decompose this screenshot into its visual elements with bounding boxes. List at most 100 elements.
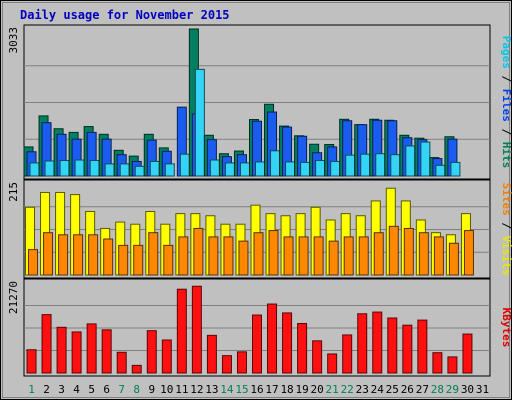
bar-kbytes-day-22: [342, 334, 353, 374]
bar-kbytes-day-16: [252, 314, 262, 374]
legend-part: /: [500, 69, 512, 89]
bar-pages-day-2: [44, 160, 55, 177]
bar-pages-day-12: [194, 68, 205, 177]
bar-sites-day-25: [388, 225, 399, 276]
x-tick-label: 3: [58, 383, 65, 396]
x-tick-label: 4: [73, 383, 80, 396]
x-tick-label: 7: [118, 383, 125, 396]
bar-kbytes-day-11: [176, 288, 187, 374]
bar-kbytes-day-26: [402, 324, 413, 374]
bar-sites-day-6: [103, 238, 114, 276]
bar-sites-day-30: [463, 230, 474, 276]
bar-pages-day-6: [104, 163, 115, 177]
x-tick-label: 22: [341, 383, 354, 396]
x-tick-label: 12: [190, 383, 203, 396]
x-tick-label: 31: [476, 383, 489, 396]
bar-pages-day-7: [119, 163, 130, 177]
bar-kbytes-day-1: [26, 349, 37, 374]
bar-pages-day-14: [224, 162, 235, 177]
x-tick-label: 30: [461, 383, 474, 396]
bar-kbytes-day-18: [282, 312, 293, 374]
bar-sites-day-22: [343, 236, 354, 276]
x-tick-label: 18: [280, 383, 293, 396]
bar-pages-day-24: [375, 153, 386, 177]
bar-pages-day-26: [405, 145, 416, 177]
bar-sites-day-23: [358, 236, 369, 276]
x-tick-label: 21: [326, 383, 339, 396]
x-tick-label: 15: [235, 383, 248, 396]
bar-pages-day-4: [74, 159, 85, 177]
x-tick-label: 13: [205, 383, 218, 396]
bar-sites-day-17: [268, 230, 279, 276]
x-tick-label: 16: [250, 383, 263, 396]
bar-kbytes-day-24: [372, 311, 383, 374]
bar-pages-day-18: [285, 161, 296, 177]
legend-part: KBytes: [500, 308, 512, 348]
bar-sites-day-21: [328, 240, 339, 276]
x-tick-label: 29: [446, 383, 459, 396]
x-tick-label: 14: [220, 383, 234, 396]
x-tick-label: 10: [160, 383, 173, 396]
bar-pages-day-25: [390, 154, 401, 177]
bar-kbytes-day-19: [297, 322, 308, 374]
y-legend-kbytes: KBytes: [500, 308, 512, 348]
bar-kbytes-day-12: [191, 285, 202, 374]
bar-kbytes-day-20: [312, 340, 323, 374]
bar-kbytes-day-21: [327, 353, 338, 374]
x-tick-label: 17: [265, 383, 278, 396]
bar-kbytes-day-6: [101, 329, 112, 374]
bar-sites-day-2: [43, 232, 54, 276]
bar-pages-day-19: [300, 161, 311, 177]
legend-part: Hits: [500, 142, 512, 169]
bar-pages-day-29: [450, 161, 461, 177]
bar-kbytes-day-17: [267, 303, 278, 374]
bar-sites-day-26: [403, 227, 414, 276]
bar-sites-day-19: [298, 236, 309, 276]
bar-kbytes-day-23: [357, 313, 368, 374]
chart-panels: 3033 Pages / Files / Hits 215 Sites / Visit…: [7, 24, 512, 377]
x-tick-label: 9: [148, 383, 155, 396]
bar-pages-day-28: [435, 164, 446, 177]
x-tick-label: 20: [311, 383, 324, 396]
bar-sites-day-7: [118, 244, 129, 276]
bar-pages-day-21: [330, 160, 341, 177]
x-tick-label: 23: [356, 383, 369, 396]
bar-sites-day-9: [148, 232, 159, 276]
x-tick-label: 26: [401, 383, 414, 396]
bar-sites-day-29: [448, 242, 459, 276]
bar-pages-day-9: [149, 160, 160, 177]
legend-part: /: [500, 122, 512, 142]
legend-part: Visits: [500, 236, 512, 276]
x-tick-label: 11: [175, 383, 188, 396]
legend-part: Files: [500, 89, 512, 122]
bar-pages-day-1: [29, 162, 40, 177]
bar-pages-day-11: [179, 153, 190, 177]
bar-sites-day-8: [133, 244, 144, 276]
bar-pages-day-15: [239, 162, 250, 177]
bar-sites-day-3: [58, 234, 69, 276]
bar-pages-day-13: [209, 159, 220, 177]
bar-pages-day-5: [89, 159, 100, 177]
x-tick-label: 6: [103, 383, 110, 396]
bar-sites-day-27: [418, 232, 429, 276]
bar-sites-day-11: [178, 236, 189, 276]
bar-kbytes-day-30: [462, 333, 473, 374]
bar-pages-day-3: [59, 159, 70, 177]
bar-kbytes-day-9: [146, 330, 157, 374]
bar-kbytes-day-2: [41, 314, 52, 374]
bar-pages-day-20: [315, 159, 326, 177]
bar-sites-day-5: [88, 234, 99, 276]
bar-sites-day-4: [73, 234, 84, 276]
x-tick-label: 5: [88, 383, 95, 396]
bar-kbytes-day-7: [116, 351, 127, 374]
bar-sites-day-1: [28, 249, 39, 276]
bar-sites-day-10: [163, 244, 174, 276]
bar-sites-day-20: [313, 236, 324, 276]
bar-kbytes-day-8: [131, 364, 142, 374]
panel-hits: 3033 Pages / Files / Hits: [7, 24, 512, 180]
bar-kbytes-day-27: [417, 319, 428, 374]
bar-kbytes-day-15: [236, 351, 247, 374]
bar-sites-day-15: [238, 240, 249, 276]
x-tick-label: 19: [295, 383, 308, 396]
